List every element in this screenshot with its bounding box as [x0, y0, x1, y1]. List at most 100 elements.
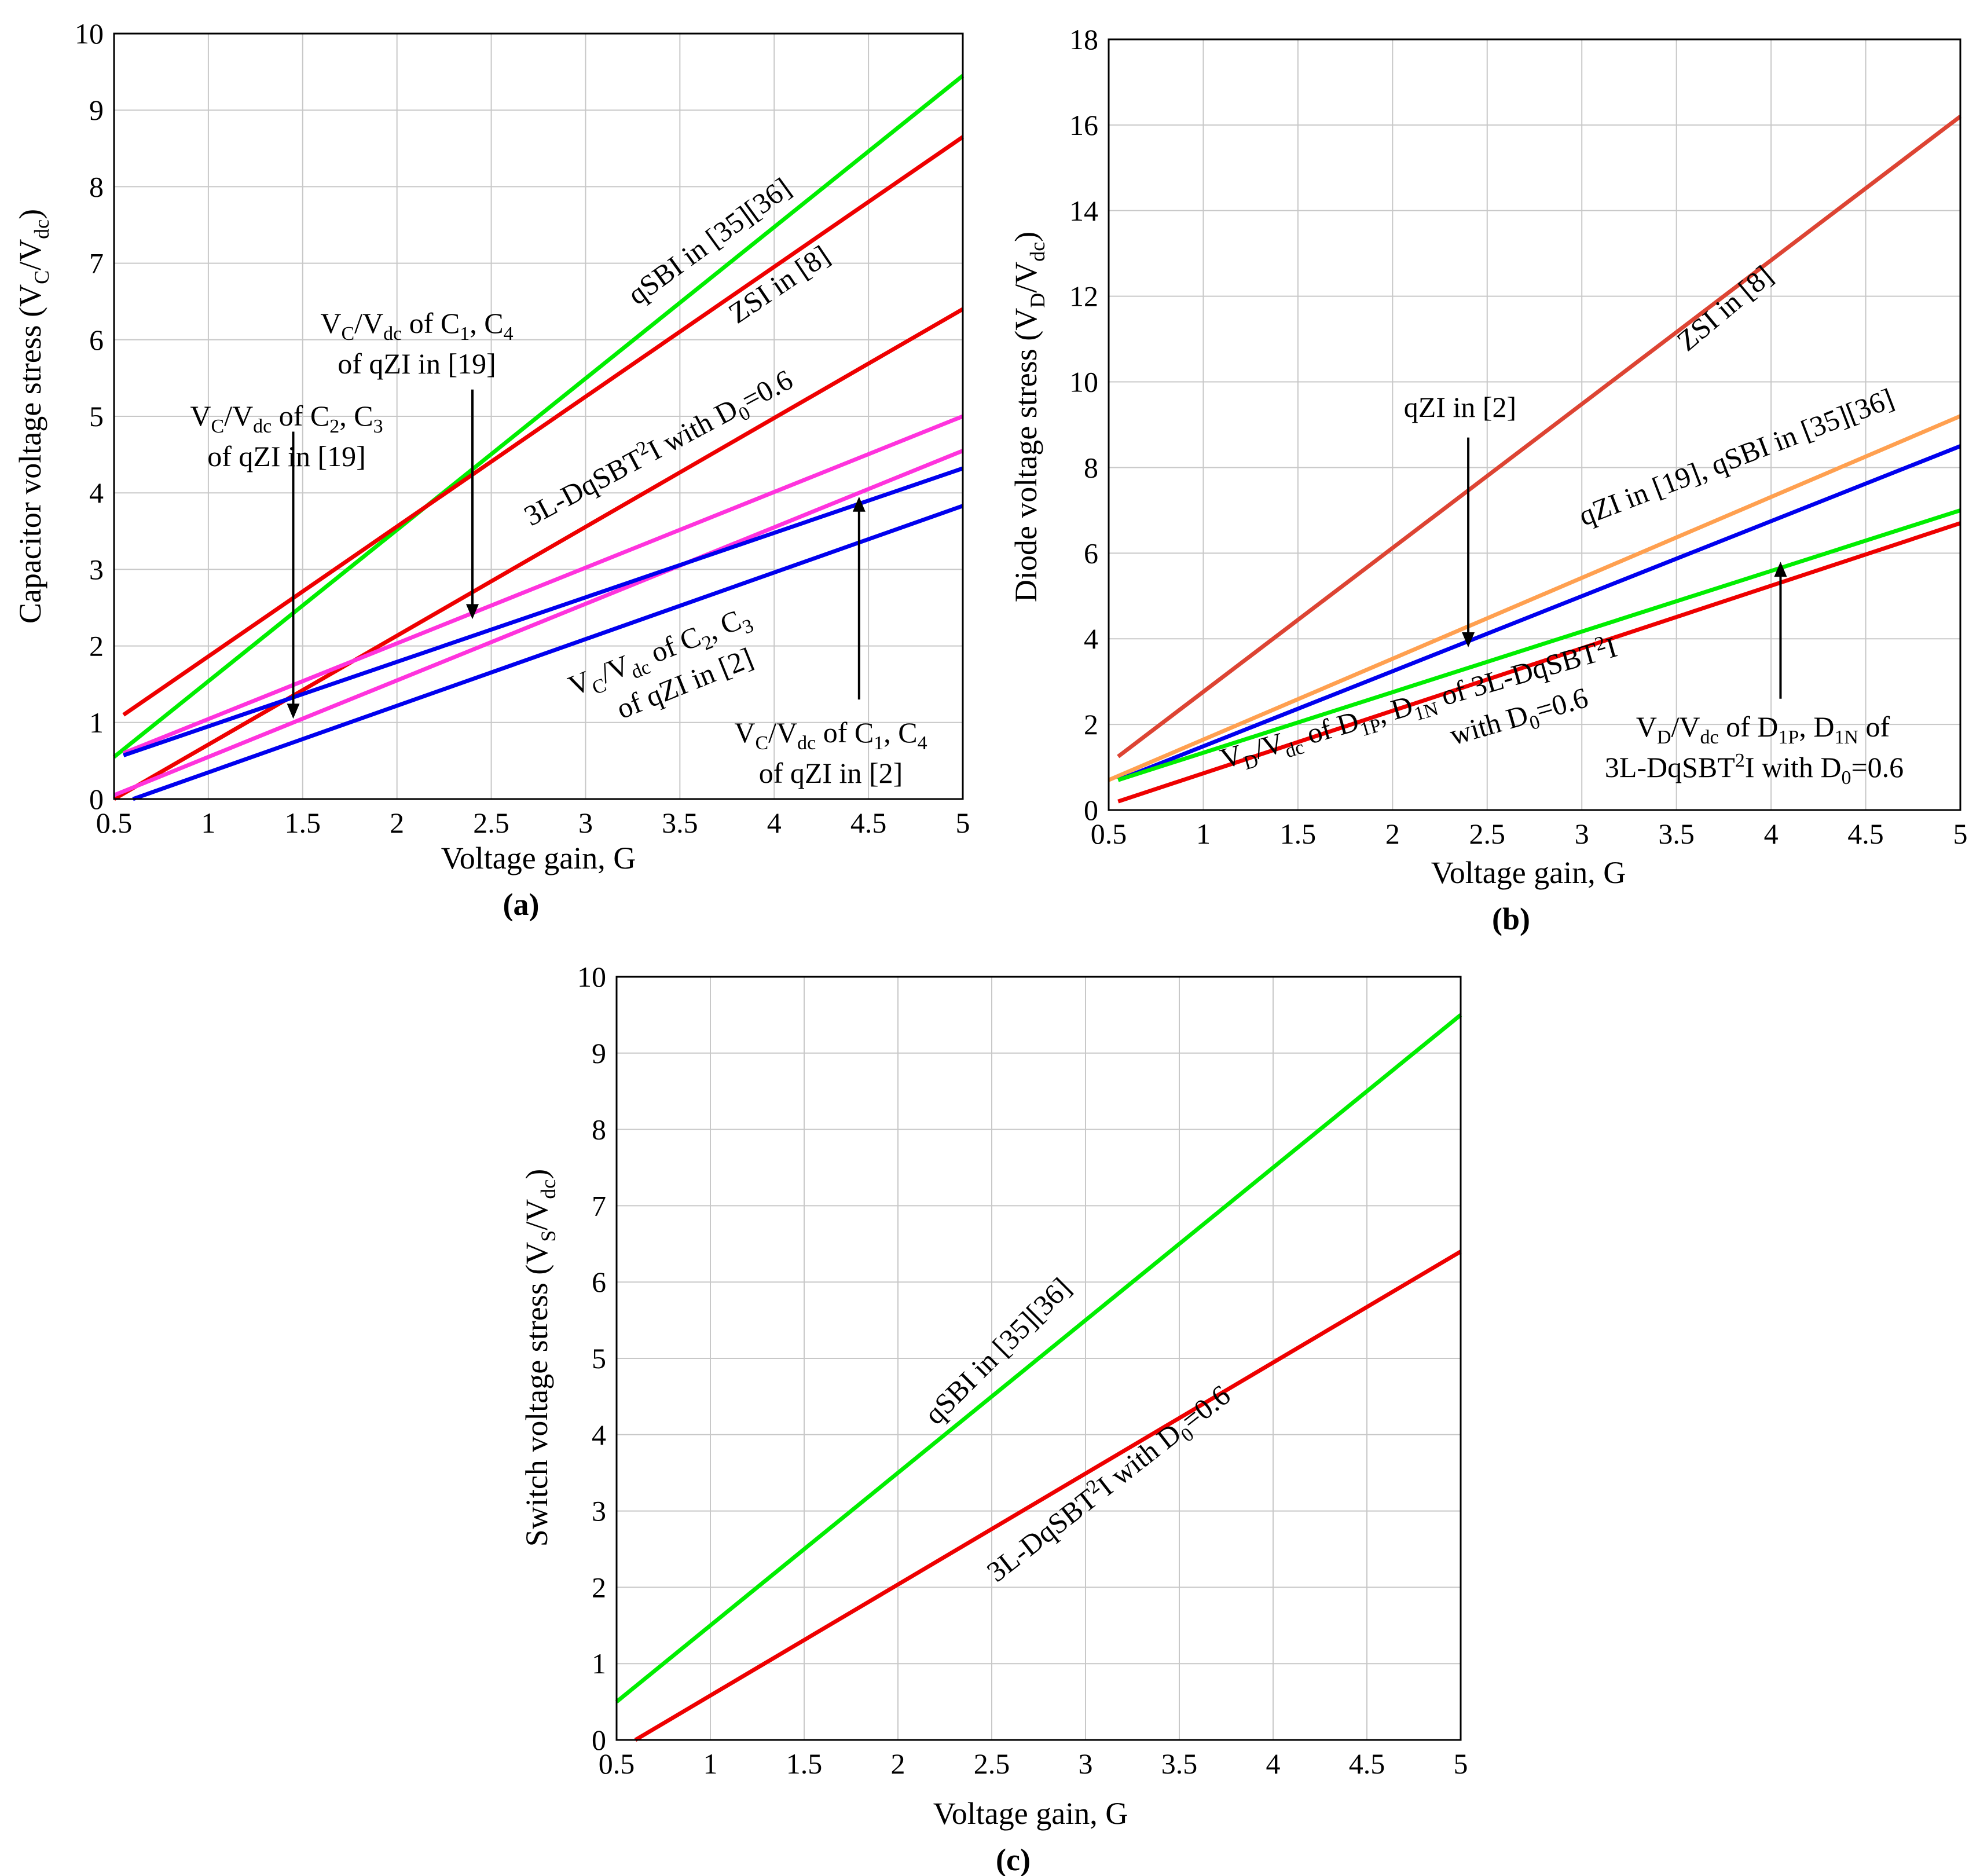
- chart-panel-a: 0.5 1 1.5 2 2.5 3 3.5 4 4.5 5 0 1 2 3 4 5 6 7 8 9 10 Voltage…: [13, 17, 970, 922]
- y-tick-label-c-1: 1: [592, 1647, 606, 1680]
- x-tick-label-b-3: 2: [1385, 818, 1400, 850]
- x-tick-label-a-0: 0.5: [96, 807, 133, 839]
- y-tick-label-a-10: 10: [75, 17, 104, 50]
- series-line-b-0: [1117, 115, 1962, 759]
- series-line-a-3: [122, 414, 964, 755]
- x-tick-label-b-2: 1.5: [1280, 818, 1317, 850]
- x-tick-label-a-9: 5: [956, 807, 970, 839]
- y-tick-label-a-1: 1: [89, 706, 104, 739]
- y-tick-label-b-8: 16: [1069, 109, 1098, 141]
- x-tick-label-b-8: 4.5: [1847, 818, 1884, 850]
- x-tick-label-a-3: 2: [390, 807, 404, 839]
- series-line-c-1: [634, 1250, 1462, 1742]
- annotation-b-qzi19-qsbi: qZI in [19], qSBI in [35][36]: [1574, 382, 1898, 532]
- x-tick-label-c-0: 0.5: [599, 1747, 635, 1780]
- series-line-a-2: [113, 307, 964, 801]
- y-axis-title-b: Diode voltage stress (VD/Vdc): [1009, 232, 1049, 602]
- plot-frame-a: [113, 32, 964, 800]
- x-axis-title-b: Voltage gain, G: [1431, 855, 1626, 890]
- x-tick-label-c-2: 1.5: [786, 1747, 823, 1780]
- x-tick-label-a-7: 4: [767, 807, 782, 839]
- chart-panel-b: 0.5 1 1.5 2 2.5 3 3.5 4 4.5 5 0 2 4 6 8 10 12 14 16 18 Volt…: [1009, 23, 1968, 936]
- x-tick-label-c-1: 1: [703, 1747, 718, 1780]
- arrow-head-a-2: [852, 496, 866, 512]
- y-tick-label-b-7: 14: [1069, 195, 1098, 227]
- ticks-c: 0.5 1 1.5 2 2.5 3 3.5 4 4.5 5 0 1 2 3 4 5 6 7 8 9 10: [577, 961, 1468, 1780]
- series-line-a-1: [122, 135, 964, 717]
- y-tick-label-b-2: 4: [1084, 622, 1098, 655]
- plot-frame-c: [615, 976, 1462, 1741]
- y-tick-label-a-2: 2: [89, 630, 104, 662]
- x-tick-label-b-0: 0.5: [1091, 818, 1127, 850]
- annotation-b-d1p-flat-line1: VD/Vdc of D1P, D1N of: [1636, 710, 1890, 748]
- annotation-a-c2c3-qzi19-line1: VC/Vdc of C2, C3: [190, 400, 383, 437]
- series-line-a-4: [113, 449, 964, 797]
- y-tick-label-b-5: 10: [1069, 366, 1098, 398]
- annotation-a-c1c4-qzi2-line1: VC/Vdc of C1, C4: [734, 716, 927, 754]
- y-tick-label-c-3: 3: [592, 1495, 606, 1527]
- x-tick-label-c-5: 3: [1079, 1747, 1093, 1780]
- series-group-a: [112, 74, 965, 801]
- annotation-a-c1c4-qzi19-line2: of qZI in [19]: [338, 347, 496, 380]
- series-line-a-0: [112, 74, 965, 759]
- series-group-c: [615, 1013, 1462, 1742]
- arrows-a: [287, 389, 866, 719]
- y-tick-label-a-8: 8: [89, 170, 104, 203]
- y-tick-label-c-5: 5: [592, 1342, 606, 1375]
- annotation-b-qzi2: qZI in [2]: [1404, 391, 1516, 423]
- x-tick-label-c-6: 3.5: [1161, 1747, 1198, 1780]
- panel-label-b: (b): [1492, 902, 1530, 936]
- x-tick-label-b-6: 3.5: [1658, 818, 1695, 850]
- x-tick-label-b-5: 3: [1575, 818, 1589, 850]
- y-tick-label-c-2: 2: [592, 1571, 606, 1603]
- x-tick-label-b-7: 4: [1764, 818, 1779, 850]
- x-tick-label-a-8: 4.5: [850, 807, 887, 839]
- y-tick-label-c-7: 7: [592, 1189, 606, 1222]
- ticks-b: 0.5 1 1.5 2 2.5 3 3.5 4 4.5 5 0 2 4 6 8 10 12 14 16 18: [1069, 23, 1968, 850]
- y-tick-label-c-9: 9: [592, 1037, 606, 1069]
- annotation-a-c1c4-qzi2-line2: of qZI in [2]: [759, 757, 903, 789]
- series-line-b-1: [1108, 414, 1961, 782]
- y-axis-title-c: Switch voltage stress (VS/Vdc): [519, 1169, 560, 1547]
- y-tick-label-b-9: 18: [1069, 23, 1098, 56]
- x-tick-label-b-9: 5: [1953, 818, 1968, 850]
- series-line-a-6: [132, 504, 964, 801]
- panel-label-a: (a): [503, 887, 540, 922]
- y-tick-label-a-7: 7: [89, 247, 104, 280]
- annotation-a-3l: 3L-DqSBT2I with D0=0.6: [518, 362, 800, 537]
- series-line-c-0: [615, 1013, 1462, 1703]
- x-tick-label-a-4: 2.5: [473, 807, 509, 839]
- series-line-a-5: [123, 466, 964, 757]
- x-tick-label-c-4: 2.5: [974, 1747, 1010, 1780]
- y-tick-label-a-6: 6: [89, 324, 104, 356]
- y-tick-label-a-5: 5: [89, 400, 104, 433]
- x-tick-label-a-5: 3: [578, 807, 593, 839]
- arrow-head-b-0: [1462, 632, 1475, 648]
- x-axis-title-c: Voltage gain, G: [933, 1796, 1128, 1831]
- x-tick-label-a-1: 1: [201, 807, 215, 839]
- y-tick-label-b-0: 0: [1084, 794, 1098, 826]
- x-tick-label-b-4: 2.5: [1469, 818, 1506, 850]
- y-tick-label-c-0: 0: [592, 1724, 606, 1756]
- series-line-b-4: [1117, 521, 1961, 804]
- y-axis-title-a: Capacitor voltage stress (VC/Vdc): [13, 209, 53, 624]
- arrow-head-b-1: [1774, 562, 1787, 577]
- x-tick-label-b-1: 1: [1196, 818, 1211, 850]
- y-tick-label-b-1: 2: [1084, 708, 1098, 741]
- series-group-b: [1108, 115, 1962, 804]
- x-tick-label-c-9: 5: [1454, 1747, 1468, 1780]
- chart-panel-c: 0.5 1 1.5 2 2.5 3 3.5 4 4.5 5 0 1 2 3 4 5 6 7 8 9 10 Voltage…: [519, 961, 1468, 1876]
- annotation-b-zsi: ZSI in [8]: [1671, 259, 1779, 357]
- x-tick-label-c-8: 4.5: [1349, 1747, 1385, 1780]
- y-tick-label-c-6: 6: [592, 1266, 606, 1298]
- arrow-head-a-0: [287, 704, 300, 719]
- y-tick-label-c-10: 10: [577, 961, 606, 993]
- series-line-b-3: [1117, 508, 1961, 782]
- x-axis-title-a: Voltage gain, G: [441, 841, 636, 875]
- y-tick-label-a-3: 3: [89, 553, 104, 585]
- y-tick-label-b-4: 8: [1084, 451, 1098, 483]
- y-tick-label-c-4: 4: [592, 1419, 606, 1451]
- grid-c: [617, 977, 1461, 1740]
- annotation-a-c2c3-qzi19-line2: of qZI in [19]: [207, 440, 366, 472]
- x-tick-label-a-6: 3.5: [662, 807, 698, 839]
